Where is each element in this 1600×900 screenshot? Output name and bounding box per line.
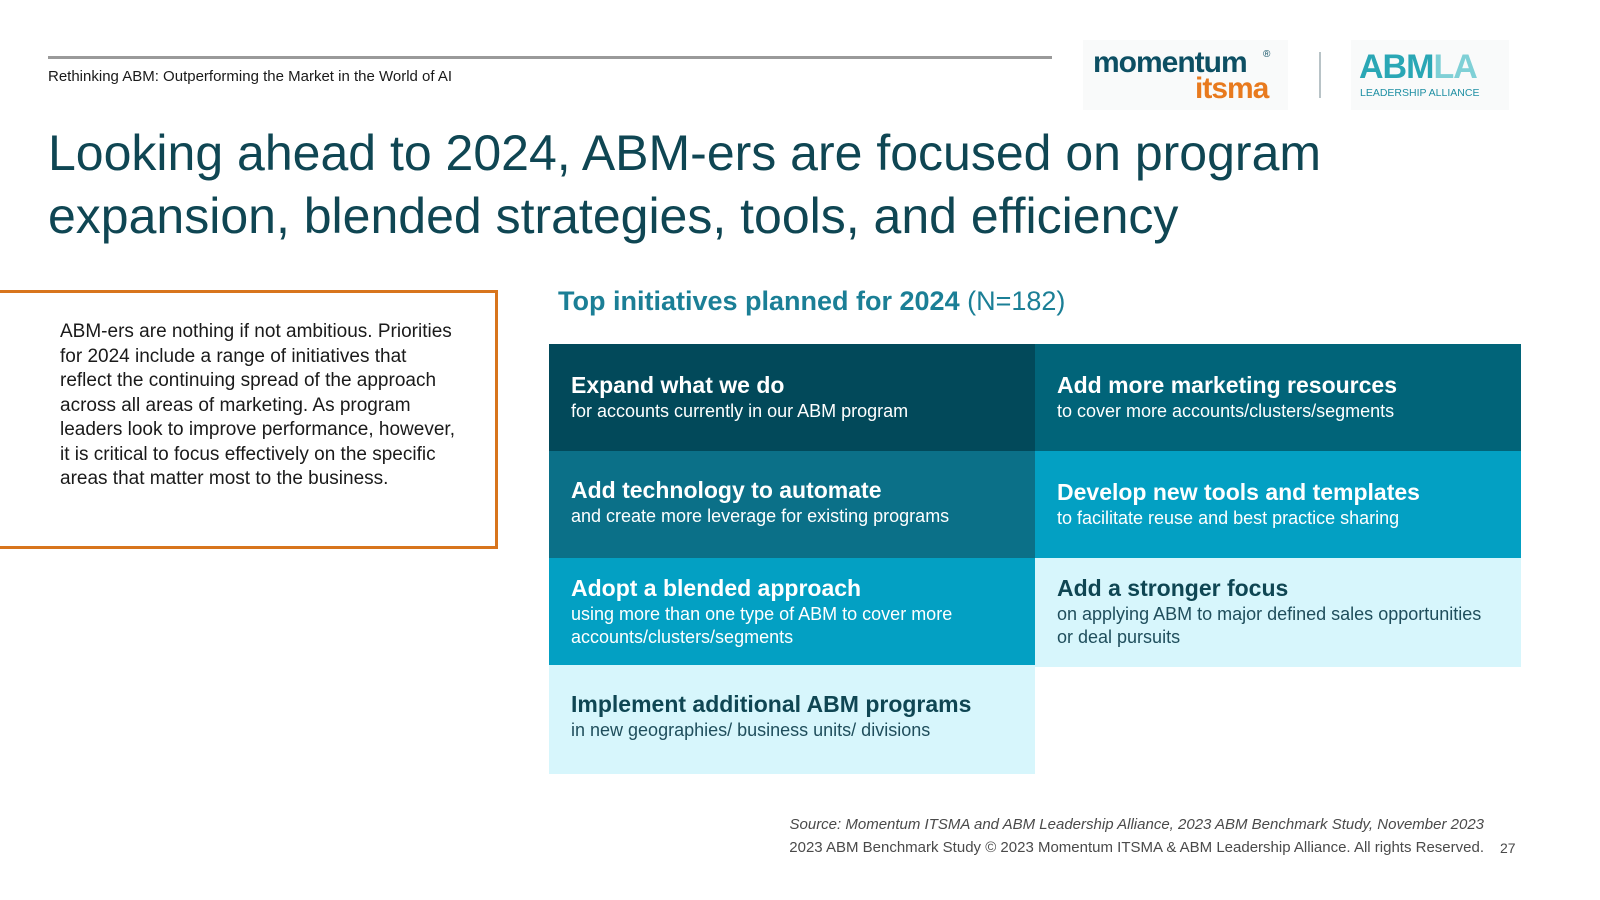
initiative-tile: Add technology to automate and create mo…	[549, 451, 1035, 558]
initiative-title: Develop new tools and templates	[1057, 479, 1420, 505]
initiative-title: Add technology to automate	[571, 477, 882, 503]
page-number: 27	[1500, 840, 1516, 856]
initiative-title: Add more marketing resources	[1057, 372, 1398, 398]
momentum-itsma-logo: momentum ® itsma	[1083, 40, 1288, 110]
initiative-title: Implement additional ABM programs	[571, 691, 972, 717]
initiative-tile: Implement additional ABM programs in new…	[549, 665, 1035, 774]
initiative-title: Adopt a blended approach	[571, 575, 862, 601]
initiative-subtitle: to facilitate reuse and best practice sh…	[1057, 508, 1400, 528]
initiatives-heading-n: (N=182)	[967, 286, 1066, 316]
copyright-note: 2023 ABM Benchmark Study © 2023 Momentum…	[789, 839, 1484, 856]
initiative-subtitle: in new geographies/ business units/ divi…	[571, 720, 931, 740]
initiative-subtitle: for accounts currently in our ABM progra…	[571, 401, 909, 421]
initiative-tile: Adopt a blended approach using more than…	[549, 558, 1035, 665]
logo-area: momentum ® itsma ABMLA LEADERSHIP ALLIAN…	[1083, 40, 1523, 110]
callout-box	[0, 290, 498, 549]
initiative-tile: Expand what we do for accounts currently…	[549, 344, 1035, 451]
initiative-subtitle: using more than one type of ABM to cover…	[571, 604, 953, 647]
logo-divider	[1319, 52, 1321, 98]
initiative-subtitle: to cover more accounts/clusters/segments	[1057, 401, 1395, 421]
abmla-logo-mark: ABMLA	[1359, 48, 1478, 87]
callout-text: ABM-ers are nothing if not ambitious. Pr…	[60, 321, 455, 489]
breadcrumb: Rethinking ABM: Outperforming the Market…	[48, 68, 453, 85]
registered-mark: ®	[1263, 49, 1271, 60]
abmla-logo-la: LA	[1433, 48, 1477, 86]
abmla-logo-subtitle: LEADERSHIP ALLIANCE	[1360, 87, 1480, 99]
abmla-logo-abm: ABM	[1359, 48, 1434, 86]
initiative-tile: Add more marketing resources to cover mo…	[1035, 344, 1521, 451]
page-title: Looking ahead to 2024, ABM-ers are focus…	[48, 125, 1322, 244]
initiative-title: Expand what we do	[571, 372, 785, 398]
source-note: Source: Momentum ITSMA and ABM Leadershi…	[789, 816, 1485, 833]
initiative-title: Add a stronger focus	[1057, 575, 1289, 601]
initiative-subtitle: and create more leverage for existing pr…	[571, 506, 950, 526]
initiative-tile: Add a stronger focus on applying ABM to …	[1035, 558, 1521, 667]
momentum-logo-word: momentum	[1093, 46, 1248, 79]
header-rule	[48, 56, 1052, 59]
initiative-subtitle: on applying ABM to major defined sales o…	[1057, 604, 1482, 647]
initiatives-heading: Top initiatives planned for 2024 (N=182)	[558, 286, 1065, 317]
initiative-tile: Develop new tools and templates to facil…	[1035, 451, 1521, 558]
initiatives-heading-bold: Top initiatives planned for 2024	[558, 286, 960, 316]
itsma-logo-word: itsma	[1195, 72, 1269, 105]
abmla-logo: ABMLA LEADERSHIP ALLIANCE	[1351, 40, 1509, 110]
